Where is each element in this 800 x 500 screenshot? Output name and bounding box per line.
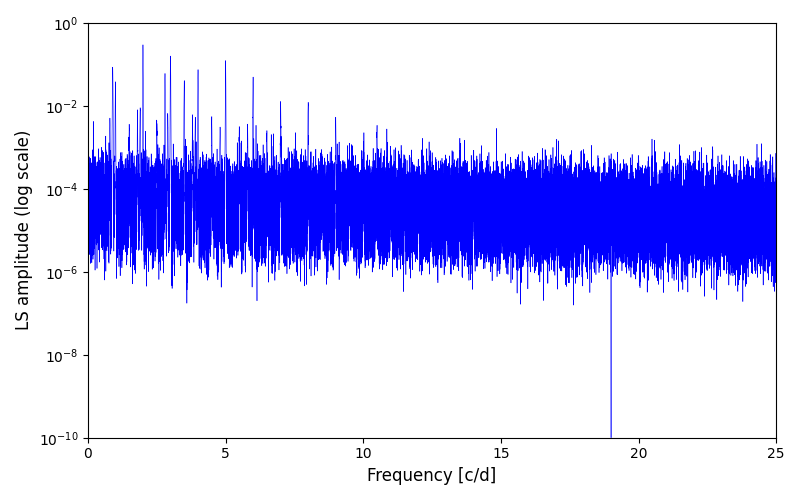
X-axis label: Frequency [c/d]: Frequency [c/d] bbox=[367, 467, 497, 485]
Y-axis label: LS amplitude (log scale): LS amplitude (log scale) bbox=[15, 130, 33, 330]
